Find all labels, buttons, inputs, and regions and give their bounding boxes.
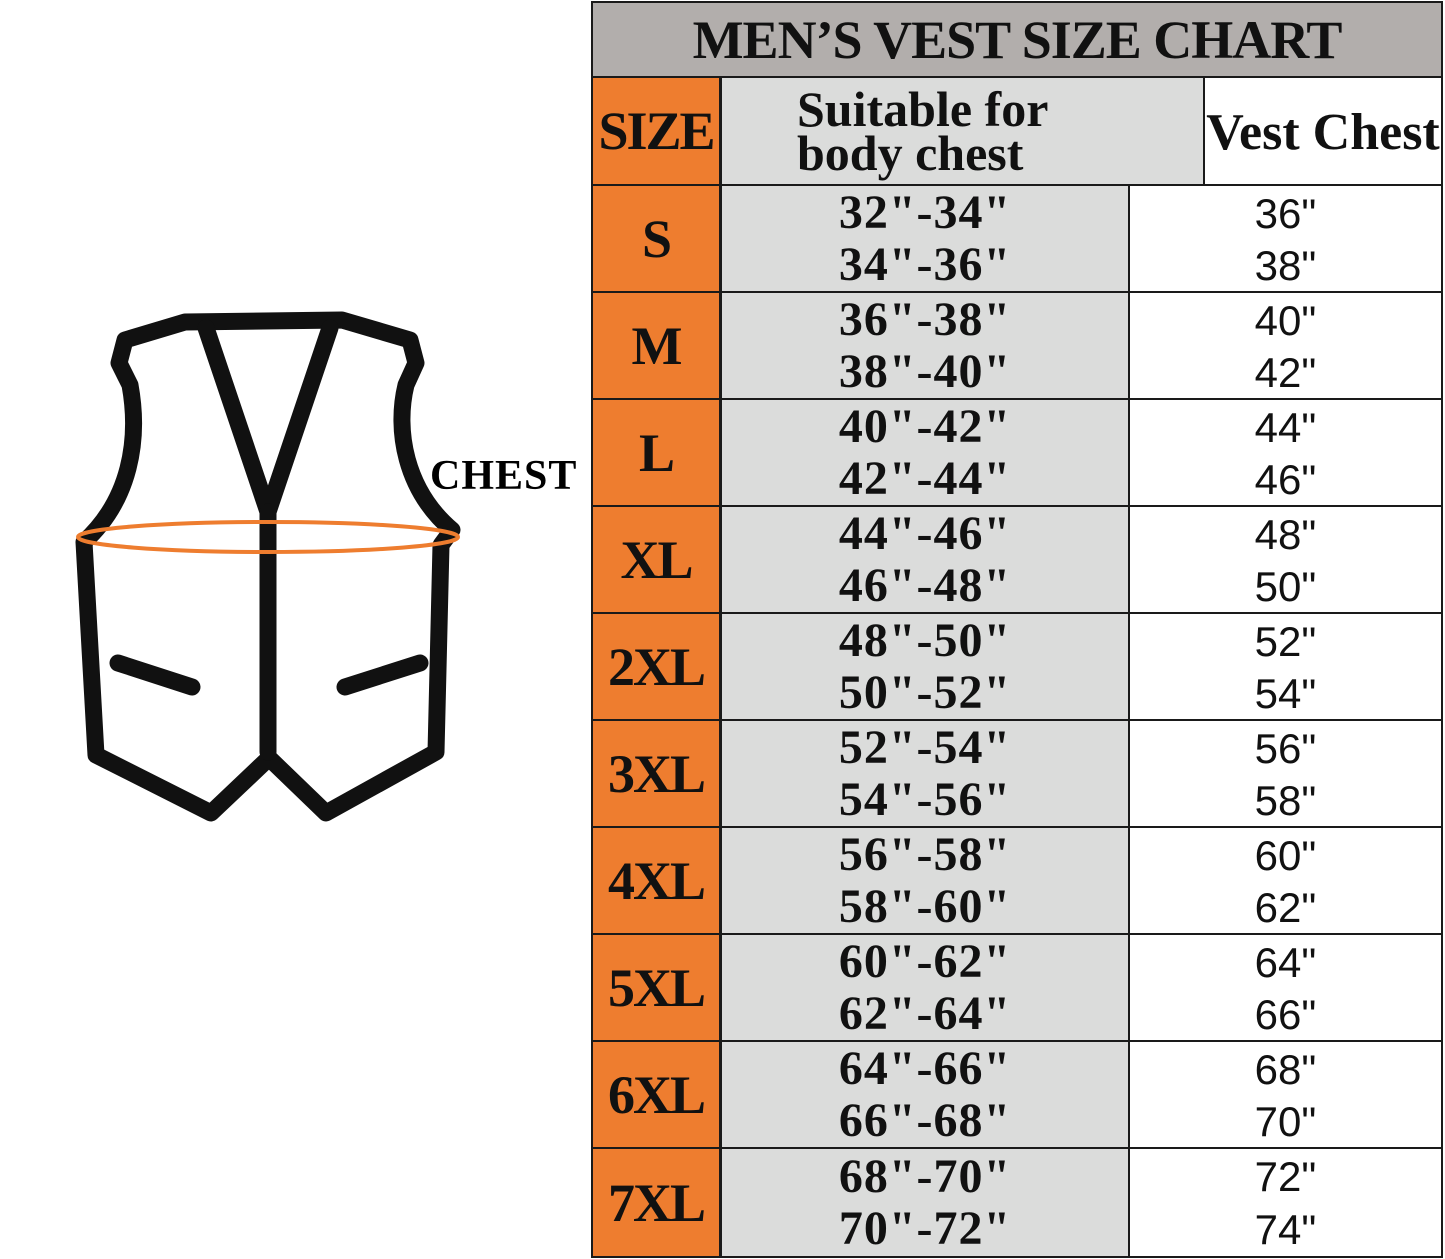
body-chest-range: 56"-58" — [838, 827, 1012, 881]
body-chest-cell: 68"-70" 70"-72" — [722, 1149, 1130, 1256]
header-vest-chest: Vest Chest — [1205, 78, 1441, 184]
body-chest-range: 64"-66" — [838, 1041, 1012, 1095]
right-pocket — [336, 654, 429, 696]
vest-chest-cell: 36" 38" — [1130, 186, 1441, 291]
vest-chest-value: 64" — [1254, 939, 1317, 986]
size-cell: M — [593, 293, 722, 398]
header-suitable-line2: body chest — [797, 125, 1024, 181]
size-cell: 2XL — [593, 614, 722, 719]
vest-chest-value: 52" — [1254, 618, 1317, 665]
vest-chest-cell: 44" 46" — [1130, 400, 1441, 505]
vest-chest-cell: 60" 62" — [1130, 828, 1441, 933]
body-chest-range: 70"-72" — [838, 1201, 1012, 1255]
header-size: SIZE — [593, 78, 722, 184]
body-chest-range: 52"-54" — [838, 720, 1012, 774]
body-chest-cell: 40"-42" 42"-44" — [722, 400, 1130, 505]
header-suitable-line1: Suitable for — [797, 81, 1049, 137]
table-row: 3XL 52"-54" 54"-56" 56" 58" — [593, 721, 1441, 828]
body-chest-range: 44"-46" — [838, 506, 1012, 560]
body-chest-range: 58"-60" — [838, 879, 1012, 933]
body-chest-range: 38"-40" — [838, 344, 1012, 398]
vest-chest-cell: 68" 70" — [1130, 1042, 1441, 1147]
table-row: 2XL 48"-50" 50"-52" 52" 54" — [593, 614, 1441, 721]
body-chest-cell: 44"-46" 46"-48" — [722, 507, 1130, 612]
vest-v-neck — [197, 319, 339, 521]
vest-outline — [75, 311, 461, 822]
body-chest-range: 60"-62" — [838, 934, 1012, 988]
size-cell: 7XL — [593, 1149, 722, 1256]
body-chest-range: 48"-50" — [838, 613, 1012, 667]
vest-chest-value: 60" — [1254, 832, 1317, 879]
left-pocket — [109, 654, 201, 696]
table-row: L 40"-42" 42"-44" 44" 46" — [593, 400, 1441, 507]
body-chest-range: 66"-68" — [838, 1093, 1012, 1147]
body-chest-cell: 64"-66" 66"-68" — [722, 1042, 1130, 1147]
header-suitable: Suitable for body chest — [722, 78, 1205, 184]
body-chest-range: 46"-48" — [838, 558, 1012, 612]
vest-chest-value: 36" — [1254, 190, 1317, 237]
vest-chest-cell: 64" 66" — [1130, 935, 1441, 1040]
table-row: 6XL 64"-66" 66"-68" 68" 70" — [593, 1042, 1441, 1149]
vest-chest-value: 48" — [1254, 511, 1317, 558]
body-chest-range: 42"-44" — [838, 451, 1012, 505]
table-row: 5XL 60"-62" 62"-64" 64" 66" — [593, 935, 1441, 1042]
vest-chest-cell: 52" 54" — [1130, 614, 1441, 719]
chart-title: MEN’S VEST SIZE CHART — [593, 3, 1441, 78]
vest-chest-value: 42" — [1254, 349, 1317, 396]
body-chest-range: 54"-56" — [838, 772, 1012, 826]
body-chest-cell: 56"-58" 58"-60" — [722, 828, 1130, 933]
body-chest-range: 32"-34" — [838, 185, 1012, 239]
vest-chest-value: 58" — [1254, 777, 1317, 824]
vest-chest-value: 38" — [1254, 242, 1317, 289]
body-chest-cell: 32"-34" 34"-36" — [722, 186, 1130, 291]
size-cell: S — [593, 186, 722, 291]
table-row: M 36"-38" 38"-40" 40" 42" — [593, 293, 1441, 400]
vest-chest-cell: 72" 74" — [1130, 1149, 1441, 1256]
body-chest-range: 62"-64" — [838, 986, 1012, 1040]
table-row: 7XL 68"-70" 70"-72" 72" 74" — [593, 1149, 1441, 1256]
vest-chest-value: 74" — [1254, 1206, 1317, 1253]
size-cell: 4XL — [593, 828, 722, 933]
vest-chest-cell: 40" 42" — [1130, 293, 1441, 398]
size-cell: 3XL — [593, 721, 722, 826]
header-row: SIZE Suitable for body chest Vest Chest — [593, 78, 1441, 186]
vest-chest-cell: 48" 50" — [1130, 507, 1441, 612]
body-chest-range: 50"-52" — [838, 665, 1012, 719]
vest-chest-value: 72" — [1254, 1153, 1317, 1200]
vest-chest-value: 70" — [1254, 1098, 1317, 1145]
size-cell: L — [593, 400, 722, 505]
size-cell: 5XL — [593, 935, 722, 1040]
vest-chest-value: 54" — [1254, 670, 1317, 717]
chest-label: CHEST — [430, 453, 578, 499]
body-chest-cell: 60"-62" 62"-64" — [722, 935, 1130, 1040]
size-chart-table: MEN’S VEST SIZE CHART SIZE Suitable for … — [591, 1, 1443, 1258]
vest-chest-cell: 56" 58" — [1130, 721, 1441, 826]
body-chest-range: 34"-36" — [838, 237, 1012, 291]
vest-chest-value: 56" — [1254, 725, 1317, 772]
body-chest-range: 36"-38" — [838, 292, 1012, 346]
table-row: XL 44"-46" 46"-48" 48" 50" — [593, 507, 1441, 614]
body-chest-range: 68"-70" — [838, 1149, 1012, 1203]
table-row: 4XL 56"-58" 58"-60" 60" 62" — [593, 828, 1441, 935]
vest-chest-value: 40" — [1254, 297, 1317, 344]
size-cell: 6XL — [593, 1042, 722, 1147]
vest-chest-value: 66" — [1254, 991, 1317, 1038]
vest-chest-value: 68" — [1254, 1046, 1317, 1093]
vest-icon — [75, 311, 461, 822]
table-row: S 32"-34" 34"-36" 36" 38" — [593, 186, 1441, 293]
body-chest-range: 40"-42" — [838, 399, 1012, 453]
size-cell: XL — [593, 507, 722, 612]
chest-measure-ellipse — [76, 520, 460, 554]
body-chest-cell: 36"-38" 38"-40" — [722, 293, 1130, 398]
body-chest-cell: 52"-54" 54"-56" — [722, 721, 1130, 826]
vest-chest-value: 46" — [1254, 456, 1317, 503]
vest-chest-value: 62" — [1254, 884, 1317, 931]
vest-chest-value: 44" — [1254, 404, 1317, 451]
vest-chest-value: 50" — [1254, 563, 1317, 610]
body-chest-cell: 48"-50" 50"-52" — [722, 614, 1130, 719]
